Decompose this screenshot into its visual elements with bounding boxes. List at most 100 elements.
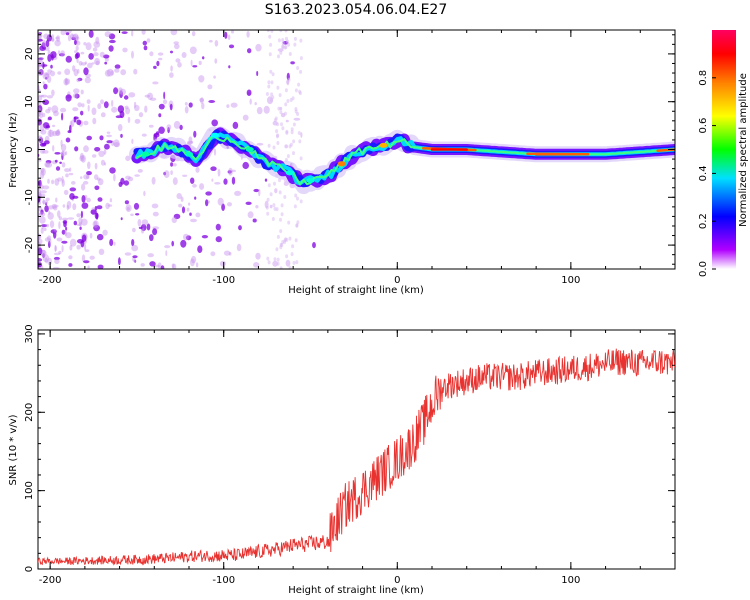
noise-speckle bbox=[156, 60, 160, 67]
noise-speckle bbox=[76, 213, 81, 218]
noise-speckle bbox=[281, 41, 285, 46]
noise-speckle bbox=[93, 224, 100, 232]
noise-speckle bbox=[38, 157, 42, 162]
noise-speckle bbox=[49, 220, 55, 228]
noise-speckle bbox=[47, 106, 52, 111]
noise-speckle bbox=[245, 201, 252, 205]
noise-speckle bbox=[146, 223, 151, 231]
noise-speckle bbox=[274, 116, 278, 121]
noise-speckle bbox=[69, 193, 75, 200]
noise-speckle bbox=[45, 197, 50, 201]
noise-speckle bbox=[80, 176, 83, 179]
ridge-hotspot bbox=[306, 178, 315, 184]
colorbar-ticks: 0.0 0.2 0.4 0.6 0.8 bbox=[698, 70, 716, 277]
noise-speckle bbox=[255, 43, 262, 52]
noise-speckle bbox=[275, 129, 279, 134]
noise-speckle bbox=[158, 103, 165, 110]
noise-speckle bbox=[188, 136, 193, 143]
noise-speckle bbox=[38, 247, 43, 255]
colorbar-label: Normalized spectral amplitude bbox=[738, 73, 749, 227]
noise-speckle bbox=[113, 241, 116, 246]
noise-speckle bbox=[38, 233, 42, 240]
noise-speckle bbox=[158, 126, 165, 134]
noise-speckle bbox=[294, 193, 298, 198]
noise-speckle bbox=[69, 167, 72, 172]
noise-speckle bbox=[38, 63, 43, 68]
noise-speckle bbox=[98, 150, 105, 157]
noise-speckle bbox=[288, 265, 292, 269]
noise-speckle bbox=[201, 235, 208, 239]
noise-speckle bbox=[98, 248, 105, 255]
noise-speckle bbox=[273, 181, 276, 186]
noise-speckle bbox=[142, 40, 147, 46]
noise-speckle bbox=[41, 226, 44, 230]
noise-speckle bbox=[207, 200, 210, 204]
x-tick-label: 100 bbox=[561, 575, 580, 586]
noise-speckle bbox=[54, 152, 61, 155]
noise-speckle bbox=[50, 38, 55, 42]
noise-speckle bbox=[57, 129, 60, 135]
noise-speckle bbox=[45, 160, 52, 164]
noise-speckle bbox=[47, 129, 55, 138]
noise-speckle bbox=[41, 57, 44, 60]
noise-speckle bbox=[143, 45, 148, 51]
noise-speckle bbox=[288, 236, 292, 241]
noise-speckle bbox=[59, 161, 62, 164]
noise-speckle bbox=[198, 75, 205, 83]
noise-speckle bbox=[55, 166, 61, 171]
noise-speckle bbox=[106, 140, 113, 144]
noise-speckle bbox=[188, 102, 193, 108]
noise-speckle bbox=[73, 68, 79, 77]
noise-speckle bbox=[249, 98, 252, 105]
noise-speckle bbox=[64, 168, 70, 173]
y-tick-label: 0 bbox=[24, 146, 35, 152]
noise-speckle bbox=[265, 205, 269, 210]
noise-speckle bbox=[81, 254, 86, 262]
noise-speckle bbox=[284, 111, 287, 116]
noise-speckle bbox=[275, 207, 279, 212]
noise-speckle bbox=[273, 257, 277, 262]
noise-speckle bbox=[113, 173, 116, 182]
noise-speckle bbox=[271, 217, 275, 221]
noise-speckle bbox=[208, 100, 216, 103]
noise-speckle bbox=[38, 62, 41, 70]
noise-speckle bbox=[107, 204, 113, 207]
noise-speckle bbox=[47, 212, 54, 220]
noise-speckle bbox=[230, 102, 238, 108]
noise-speckle bbox=[164, 245, 171, 249]
noise-speckle bbox=[74, 93, 80, 99]
noise-speckle bbox=[61, 152, 64, 161]
noise-speckle bbox=[133, 101, 137, 108]
noise-speckle bbox=[42, 39, 47, 48]
colorbar-tick-label: 0.2 bbox=[698, 213, 709, 229]
noise-speckle bbox=[131, 138, 134, 144]
spectrogram-y-axis-label: Frequency (Hz) bbox=[8, 112, 19, 188]
noise-speckle bbox=[86, 99, 91, 104]
spectrogram-x-axis-label: Height of straight line (km) bbox=[288, 285, 424, 296]
noise-speckle bbox=[147, 92, 154, 101]
noise-speckle bbox=[103, 54, 110, 59]
noise-speckle bbox=[172, 177, 178, 186]
noise-speckle bbox=[290, 252, 294, 257]
noise-speckle bbox=[280, 203, 284, 208]
noise-speckle bbox=[131, 244, 139, 252]
noise-speckle bbox=[278, 93, 282, 98]
noise-speckle bbox=[152, 228, 158, 236]
noise-speckle bbox=[293, 36, 297, 41]
noise-speckle bbox=[118, 257, 121, 266]
noise-speckle bbox=[272, 203, 276, 208]
noise-speckle bbox=[62, 204, 66, 208]
noise-speckle bbox=[83, 120, 89, 126]
noise-speckle bbox=[60, 30, 66, 36]
noise-speckle bbox=[68, 263, 73, 267]
noise-speckle bbox=[271, 72, 275, 77]
noise-speckle bbox=[149, 234, 154, 242]
noise-speckle bbox=[94, 212, 99, 219]
noise-speckle bbox=[190, 218, 197, 223]
noise-speckle bbox=[163, 171, 167, 176]
noise-speckle bbox=[207, 84, 213, 90]
noise-speckle bbox=[119, 90, 123, 98]
noise-speckle bbox=[40, 190, 47, 194]
noise-speckle bbox=[113, 142, 120, 148]
noise-speckle bbox=[60, 151, 66, 157]
